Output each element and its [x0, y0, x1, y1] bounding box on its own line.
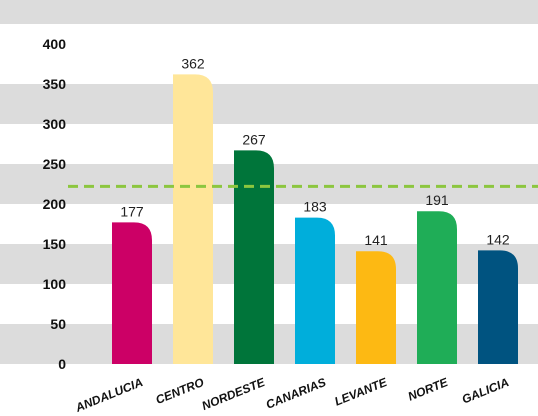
- bar-norte: [417, 211, 457, 364]
- header-band: [0, 0, 538, 24]
- x-tick-label: GALICIA: [460, 375, 511, 406]
- grid-band: [0, 84, 538, 124]
- y-tick-label: 150: [43, 236, 67, 252]
- y-tick-label: 400: [43, 36, 67, 52]
- data-label: 267: [242, 131, 266, 147]
- data-label: 191: [425, 192, 449, 208]
- x-tick-label: CANARIAS: [264, 375, 328, 412]
- bar-nordeste: [234, 150, 274, 364]
- y-tick-label: 300: [43, 116, 67, 132]
- y-tick-label: 250: [43, 156, 67, 172]
- x-tick-label: NORDESTE: [200, 375, 268, 413]
- y-tick-label: 200: [43, 196, 67, 212]
- x-tick-label: NORTE: [406, 375, 451, 404]
- data-label: 177: [120, 203, 144, 219]
- x-tick-label: CENTRO: [154, 375, 207, 407]
- data-label: 362: [181, 55, 205, 71]
- x-tick-label: ANDALUCIA: [73, 375, 145, 415]
- data-label: 141: [364, 232, 388, 248]
- y-tick-label: 0: [58, 356, 66, 372]
- bar-levante: [356, 251, 396, 364]
- y-tick-label: 350: [43, 76, 67, 92]
- x-tick-label: LEVANTE: [333, 375, 390, 409]
- grid-band: [0, 44, 538, 84]
- data-label: 142: [486, 231, 510, 247]
- bar-galicia: [478, 250, 518, 364]
- y-tick-label: 100: [43, 276, 67, 292]
- bar-centro: [173, 74, 213, 365]
- y-tick-label: 50: [50, 316, 66, 332]
- bar-canarias: [295, 217, 335, 364]
- bar-andalucia: [112, 222, 152, 364]
- data-label: 183: [303, 199, 327, 215]
